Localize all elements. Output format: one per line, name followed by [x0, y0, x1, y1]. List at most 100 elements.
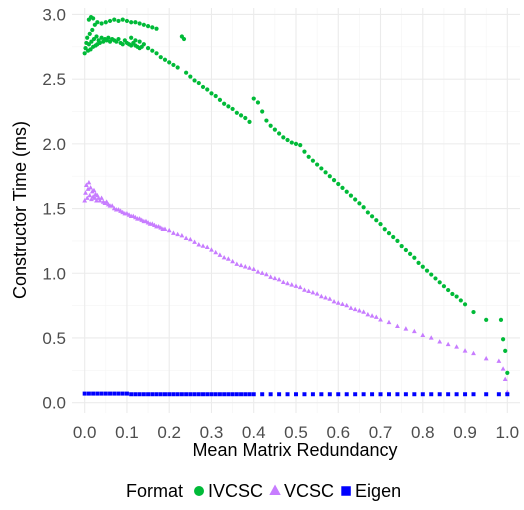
data-point: [154, 392, 159, 397]
data-point: [441, 284, 447, 289]
data-point: [133, 38, 138, 43]
data-point: [411, 328, 417, 334]
x-tick-label: 0.8: [411, 423, 435, 442]
data-point: [498, 317, 504, 322]
data-point: [187, 236, 193, 242]
data-point: [103, 20, 108, 25]
data-point: [158, 392, 163, 397]
data-point: [162, 57, 168, 62]
data-point: [150, 392, 155, 397]
data-point: [184, 392, 189, 397]
data-point: [221, 254, 227, 260]
data-point: [99, 21, 104, 26]
data-point: [310, 158, 316, 163]
data-point: [116, 18, 121, 24]
data-point: [89, 196, 94, 202]
series-ivcsc: [82, 14, 510, 375]
data-point: [496, 392, 501, 397]
data-point: [420, 264, 425, 269]
data-point: [179, 232, 185, 238]
data-point: [382, 227, 387, 232]
data-point: [162, 392, 167, 397]
legend-key-vcsc: [269, 484, 281, 495]
data-point: [217, 392, 222, 397]
data-point: [352, 306, 358, 312]
data-point: [361, 309, 367, 314]
data-point: [260, 392, 265, 397]
data-point: [483, 355, 489, 361]
x-tick-label: 0.5: [284, 423, 308, 442]
data-point: [205, 87, 210, 92]
data-point: [92, 22, 97, 27]
y-tick-label: 0.0: [42, 394, 66, 413]
data-point: [378, 221, 383, 227]
y-tick-label: 1.0: [42, 264, 66, 283]
data-point: [129, 392, 134, 397]
data-point: [120, 391, 125, 396]
data-point: [353, 197, 358, 202]
data-point: [361, 205, 366, 210]
data-point: [327, 296, 333, 301]
data-point: [416, 260, 421, 266]
data-point: [82, 51, 87, 56]
data-point: [120, 17, 125, 22]
data-point: [391, 234, 396, 240]
data-point: [378, 392, 383, 397]
data-point: [162, 226, 168, 231]
data-point: [412, 255, 417, 260]
data-point: [247, 392, 252, 397]
data-point: [454, 344, 460, 349]
data-point: [268, 123, 273, 128]
data-point: [88, 185, 94, 190]
data-point: [505, 370, 510, 375]
legend-key-ivcsc: [194, 486, 205, 496]
data-point: [225, 256, 231, 261]
x-tick-label: 0.1: [115, 423, 139, 442]
data-point: [277, 392, 282, 397]
data-point: [268, 392, 273, 397]
data-point: [471, 392, 476, 397]
data-point: [424, 268, 430, 273]
data-point: [192, 239, 197, 244]
data-point: [348, 305, 354, 310]
data-point: [356, 308, 362, 313]
data-point: [331, 177, 337, 183]
data-point: [120, 42, 125, 47]
x-tick-label: 0.0: [73, 423, 97, 442]
data-point: [386, 231, 392, 236]
data-point: [145, 46, 151, 51]
data-point: [458, 298, 463, 303]
x-tick-label: 0.7: [369, 423, 393, 442]
data-point: [437, 280, 442, 285]
x-axis-ticks: 0.0 0.1 0.2 0.3 0.4 0.5 0.6 0.7 0.8 0.9 1.0: [73, 423, 519, 442]
data-point: [116, 36, 121, 42]
data-point: [88, 47, 93, 52]
data-point: [247, 265, 252, 270]
data-point: [99, 35, 104, 40]
data-point: [238, 262, 244, 268]
data-point: [289, 282, 295, 287]
data-point: [251, 392, 256, 397]
legend: Format IVCSC VCSC Eigen: [126, 481, 401, 501]
data-point: [310, 392, 315, 397]
data-point: [158, 55, 163, 60]
legend-label-vcsc: VCSC: [284, 481, 334, 501]
data-point: [129, 20, 134, 25]
data-point: [239, 392, 244, 397]
data-point: [86, 42, 92, 47]
y-tick-label: 0.5: [42, 329, 66, 348]
data-point: [365, 311, 371, 317]
y-axis-ticks: 0.0 0.5 1.0 1.5 2.0 2.5 3.0: [42, 5, 66, 412]
data-point: [86, 179, 92, 185]
data-point: [192, 78, 197, 83]
data-point: [323, 170, 328, 175]
data-point: [183, 235, 189, 240]
data-point: [260, 109, 265, 114]
data-point: [226, 104, 231, 109]
data-point: [91, 16, 96, 21]
data-point: [450, 291, 455, 297]
data-point: [315, 162, 320, 167]
data-point: [259, 270, 265, 275]
data-point: [116, 391, 121, 396]
data-point: [167, 392, 172, 397]
